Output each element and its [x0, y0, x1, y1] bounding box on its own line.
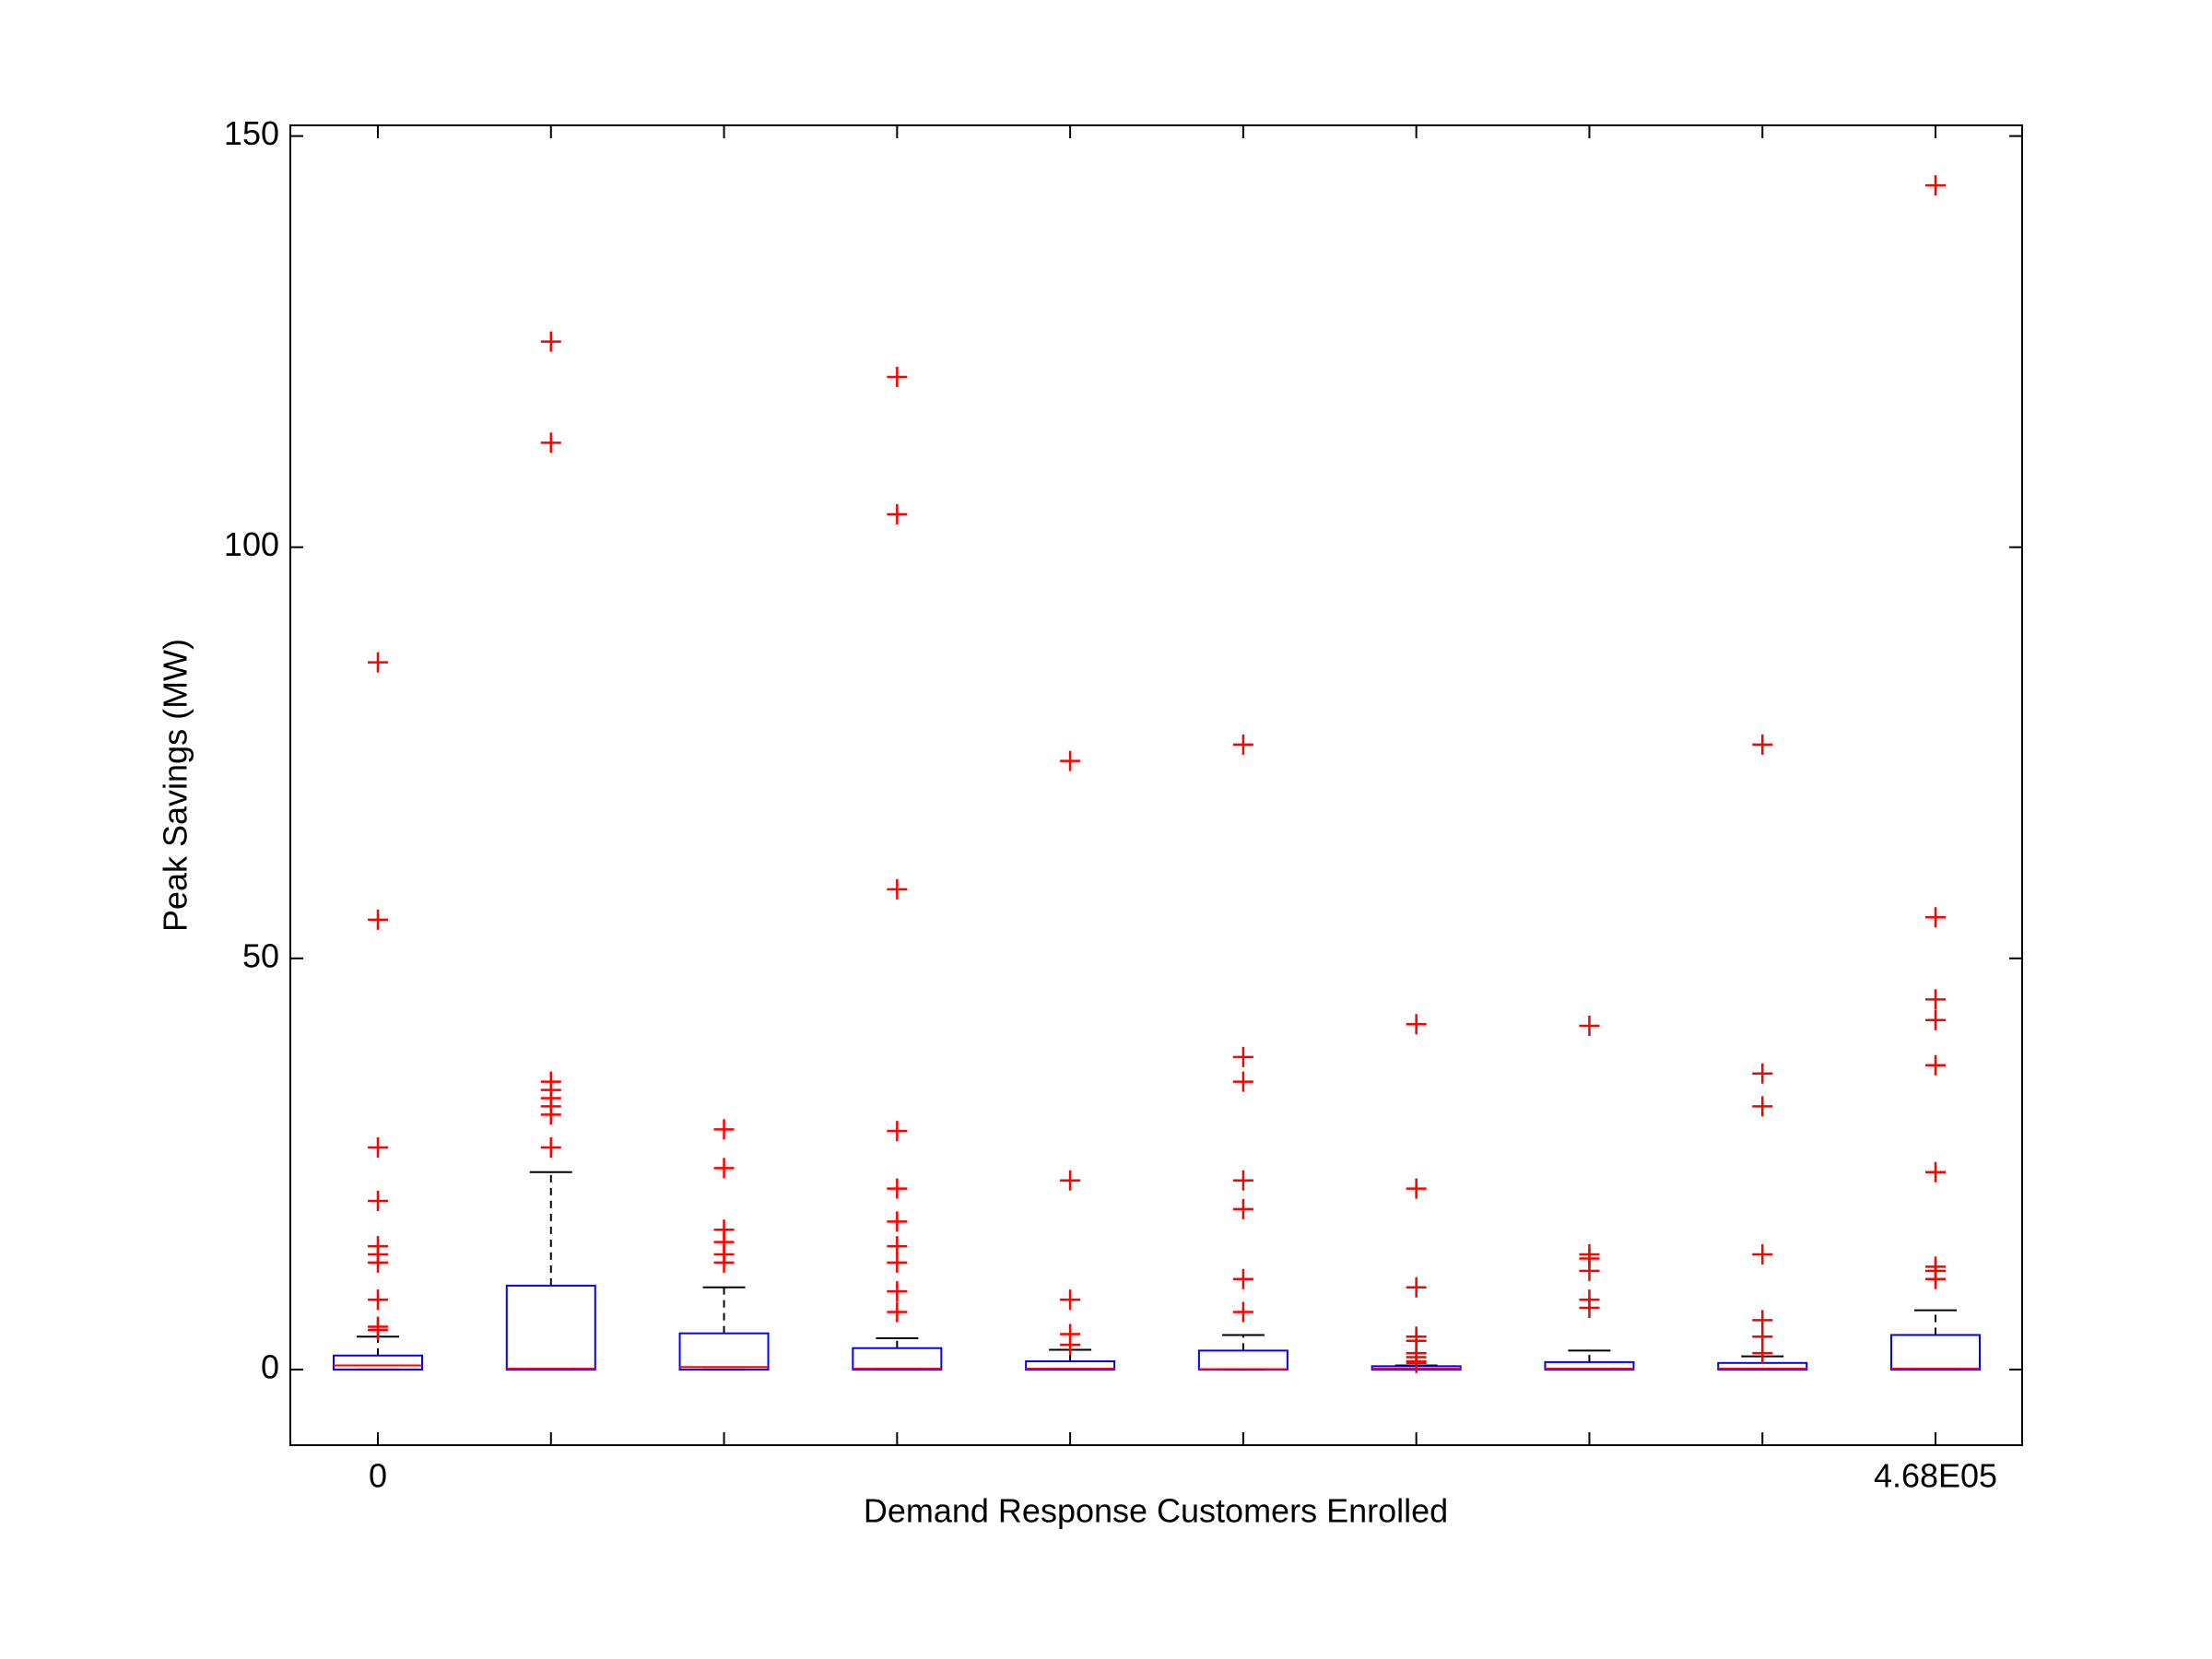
y-axis-label: Peak Savings (MW)	[157, 639, 194, 932]
y-tick-label: 50	[242, 936, 279, 974]
outlier	[1925, 1268, 1946, 1289]
outlier	[1232, 1170, 1253, 1191]
outlier	[368, 1289, 388, 1311]
outlier	[1752, 1096, 1773, 1117]
outlier	[1232, 734, 1253, 755]
outlier	[1752, 1343, 1773, 1364]
outlier	[368, 1137, 388, 1159]
outlier	[887, 1178, 908, 1199]
outlier	[1925, 1054, 1946, 1076]
outlier	[1060, 1335, 1081, 1356]
outlier	[1579, 1015, 1600, 1036]
outlier	[713, 1158, 735, 1179]
outlier	[1232, 1198, 1253, 1219]
outlier	[1925, 907, 1946, 928]
x-axis-label: Demand Response Customers Enrolled	[864, 1492, 1448, 1530]
outlier	[1232, 1046, 1253, 1067]
outlier	[1752, 734, 1773, 755]
outlier	[1925, 175, 1946, 196]
outlier	[540, 1104, 561, 1125]
outlier	[1579, 1298, 1600, 1318]
outlier	[1060, 1289, 1081, 1311]
outlier	[887, 878, 908, 900]
outlier	[713, 1119, 735, 1140]
outlier	[1406, 1014, 1427, 1035]
outlier	[1579, 1260, 1600, 1281]
outlier	[887, 1281, 908, 1302]
y-tick-label: 100	[224, 525, 279, 563]
outlier	[887, 504, 908, 525]
outlier	[540, 432, 561, 453]
x-tick-label: 0	[369, 1457, 387, 1495]
outlier	[887, 367, 908, 388]
outlier	[368, 652, 388, 673]
outlier	[1752, 1063, 1773, 1084]
outlier	[1232, 1071, 1253, 1092]
y-tick-label: 150	[224, 114, 279, 152]
outlier	[1232, 1301, 1253, 1323]
y-tick-label: 0	[261, 1347, 279, 1385]
outlier	[1060, 750, 1081, 771]
outlier	[368, 1320, 388, 1341]
outlier	[1925, 1009, 1946, 1030]
outlier	[887, 1301, 908, 1323]
outlier	[1925, 989, 1946, 1010]
box	[678, 1332, 770, 1371]
outlier	[1060, 1170, 1081, 1191]
outlier	[713, 1252, 735, 1273]
outlier	[368, 1252, 388, 1273]
outlier	[1406, 1352, 1427, 1373]
outlier	[887, 1121, 908, 1142]
outlier	[1406, 1277, 1427, 1298]
outlier	[1406, 1178, 1427, 1199]
plot-area	[289, 124, 2023, 1446]
outlier	[540, 1137, 561, 1159]
outlier	[887, 1211, 908, 1232]
x-tick-label: 4.68E05	[1874, 1457, 1997, 1495]
outlier	[540, 331, 561, 352]
outlier	[1752, 1244, 1773, 1265]
outlier	[1232, 1268, 1253, 1289]
outlier	[368, 909, 388, 930]
outlier	[887, 1252, 908, 1273]
outlier	[368, 1191, 388, 1212]
outlier	[1925, 1161, 1946, 1182]
box	[333, 1354, 423, 1371]
